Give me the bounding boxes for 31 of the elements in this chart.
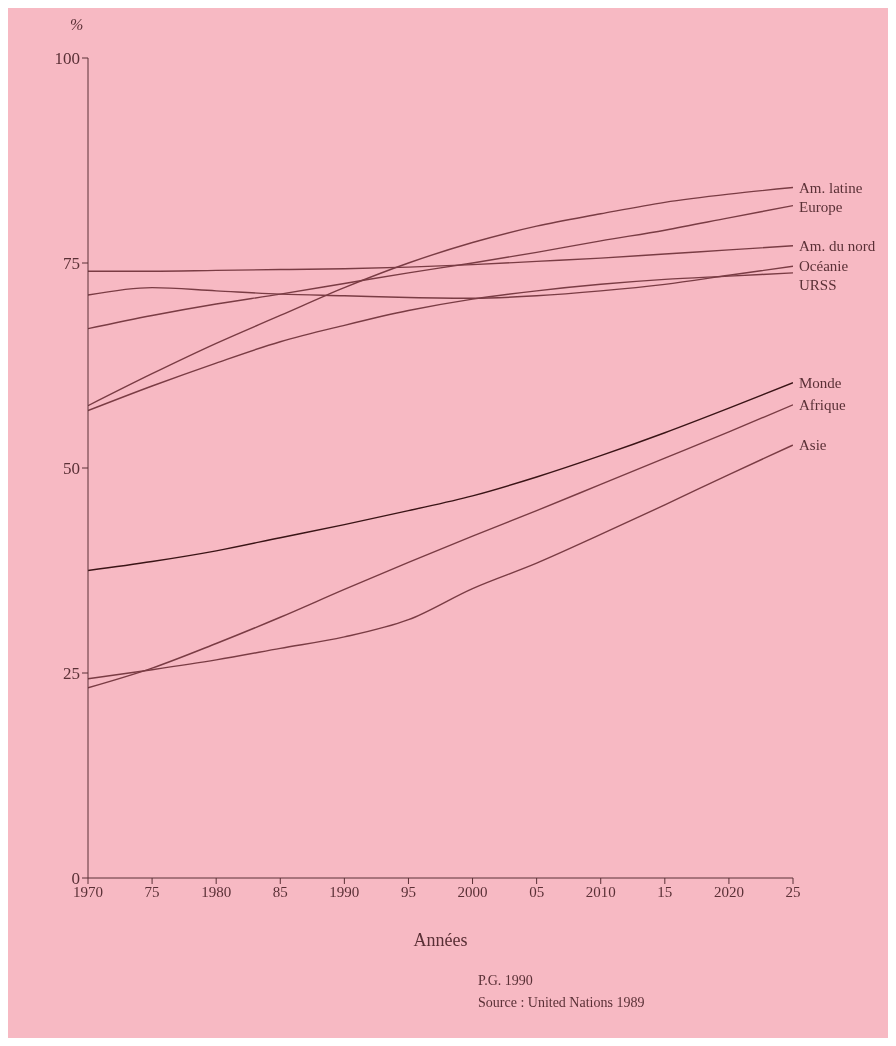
series-label: Asie	[799, 437, 827, 454]
y-tick-label: 25	[63, 664, 80, 684]
x-tick-label: 1980	[201, 883, 232, 900]
series-label: Océanie	[799, 258, 849, 275]
x-tick-label: 75	[144, 883, 160, 900]
line-series	[88, 186, 793, 407]
x-tick-label: 85	[272, 883, 288, 900]
series-label: Am. latine	[799, 179, 863, 196]
x-tick-label: 1970	[73, 883, 103, 900]
x-tick-label: 2000	[457, 883, 488, 900]
line-series	[88, 382, 793, 572]
x-tick-label: 05	[529, 883, 545, 900]
x-tick-label: 1990	[329, 883, 360, 900]
y-tick-label: 50	[63, 459, 80, 479]
x-axis-title: Années	[412, 930, 469, 951]
x-tick-label: 25	[785, 883, 801, 900]
series-label: Europe	[799, 198, 843, 215]
series-label: Am. du nord	[799, 237, 876, 254]
line-series	[88, 404, 793, 689]
y-tick-label: 100	[54, 49, 80, 69]
source-note: Source : United Nations 1989	[478, 994, 645, 1012]
y-tick-label: 75	[63, 254, 80, 274]
series-label: Monde	[799, 374, 842, 391]
series-label: URSS	[799, 277, 837, 294]
y-axis-title: %	[70, 16, 84, 34]
x-tick-label: 2020	[713, 883, 744, 900]
series-label: Afrique	[799, 396, 846, 413]
x-tick-label: 95	[400, 883, 416, 900]
x-tick-label: 2010	[585, 883, 616, 900]
text: P.G. 1990	[478, 972, 534, 990]
x-tick-label: 15	[657, 883, 673, 900]
